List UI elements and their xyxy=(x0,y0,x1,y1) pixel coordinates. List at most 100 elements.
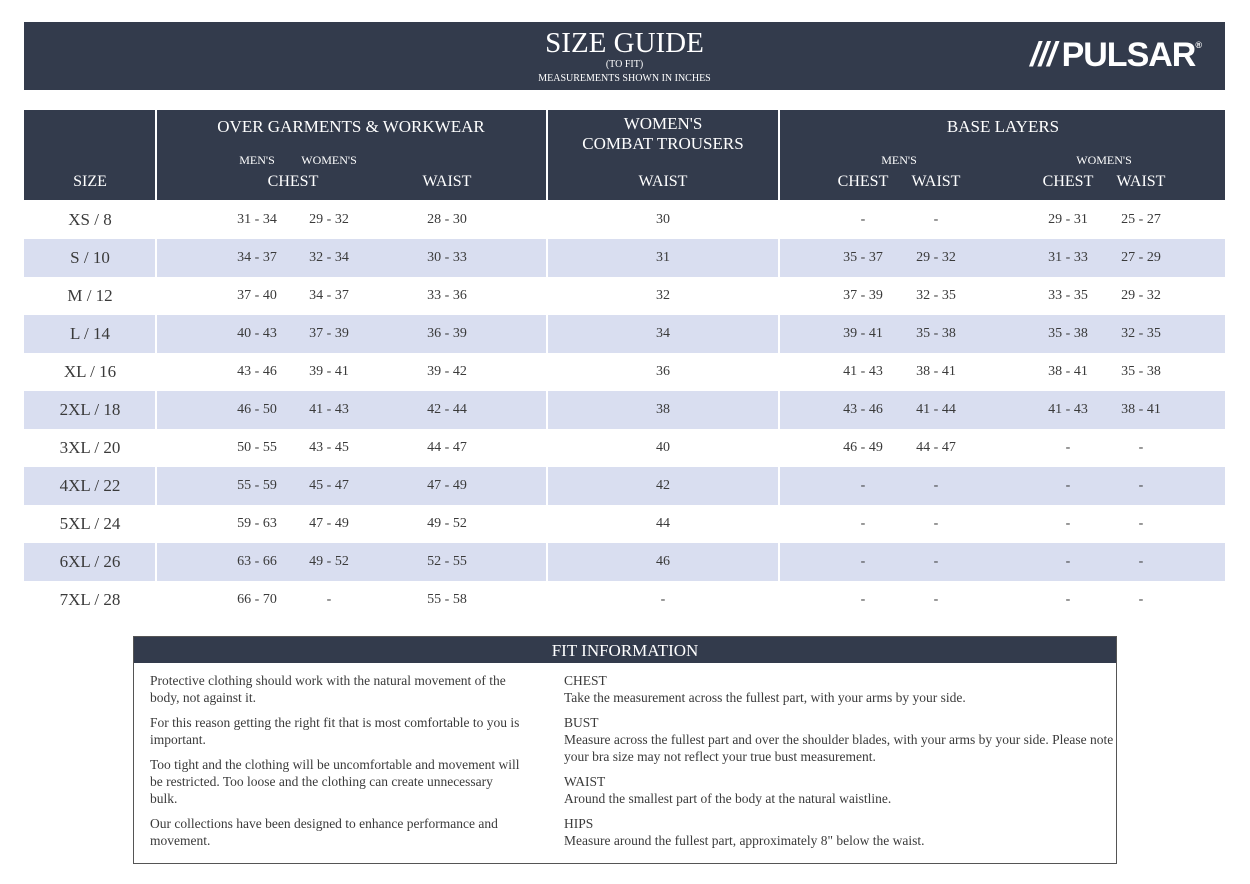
cell-size: 7XL / 28 xyxy=(59,590,121,609)
cell-og-waist: 49 - 52 xyxy=(427,516,467,531)
cell-bl-mens-waist: 35 - 38 xyxy=(916,326,956,341)
cell-combat-waist: 42 xyxy=(656,478,670,493)
col-combat-waist: WAIST xyxy=(638,173,688,190)
row-group xyxy=(24,315,155,353)
cell-bl-mens-chest: - xyxy=(860,554,866,569)
cell-bl-mens-chest: 37 - 39 xyxy=(843,288,883,303)
cell-bl-womens-chest: 35 - 38 xyxy=(1048,326,1088,341)
cell-bl-mens-waist: 32 - 35 xyxy=(916,288,956,303)
col-chest: CHEST xyxy=(267,173,319,190)
cell-bl-womens-chest: - xyxy=(1065,592,1071,607)
cell-og-womens-chest: 41 - 43 xyxy=(309,402,349,417)
row-group xyxy=(157,467,546,505)
row-group xyxy=(780,467,1225,505)
cell-og-waist: 55 - 58 xyxy=(427,592,467,607)
cell-og-mens-chest: 66 - 70 xyxy=(237,592,277,607)
cell-bl-womens-chest: 41 - 43 xyxy=(1048,402,1088,417)
row-group xyxy=(24,239,155,277)
cell-og-mens-chest: 40 - 43 xyxy=(237,326,277,341)
units-note: MEASUREMENTS SHOWN IN INCHES xyxy=(538,73,711,84)
cell-og-waist: 39 - 42 xyxy=(427,364,467,379)
cell-bl-womens-chest: 38 - 41 xyxy=(1048,364,1088,379)
page-title: SIZE GUIDE xyxy=(545,27,704,59)
cell-bl-womens-waist: 27 - 29 xyxy=(1121,250,1161,265)
row-group xyxy=(780,315,1225,353)
cell-bl-womens-chest: - xyxy=(1065,554,1071,569)
cell-bl-mens-chest: 43 - 46 xyxy=(843,402,883,417)
table-row: XL / 16 43 - 46 39 - 41 39 - 42 36 41 - 43 38 … xyxy=(24,353,1225,391)
table-row: S / 10 34 - 37 32 - 34 30 - 33 31 35 - 37 29 -… xyxy=(24,239,1225,277)
measure-chest: CHEST Take the measurement across the ful… xyxy=(564,672,1124,706)
cell-bl-mens-waist: - xyxy=(933,592,939,607)
cell-bl-mens-waist: - xyxy=(933,554,939,569)
cell-bl-mens-waist: 38 - 41 xyxy=(916,364,956,379)
cell-combat-waist: 31 xyxy=(656,250,670,265)
measure-hips: HIPS Measure around the fullest part, app… xyxy=(564,815,1124,849)
cell-combat-waist: 30 xyxy=(656,212,670,227)
table-header: SIZE OVER GARMENTS & WORKWEAR MEN'S WOME… xyxy=(24,110,1225,200)
cell-bl-womens-chest: 33 - 35 xyxy=(1048,288,1088,303)
cell-bl-womens-waist: 35 - 38 xyxy=(1121,364,1161,379)
row-group xyxy=(548,239,778,277)
table-row: M / 12 37 - 40 34 - 37 33 - 36 32 37 - 39 32 -… xyxy=(24,277,1225,315)
measure-label: BUST xyxy=(564,715,599,730)
label-mens: MEN'S xyxy=(881,153,917,167)
table-row: 6XL / 26 63 - 66 49 - 52 52 - 55 46 - - - - xyxy=(24,543,1225,581)
cell-bl-mens-chest: - xyxy=(860,478,866,493)
cell-bl-mens-chest: - xyxy=(860,212,866,227)
cell-bl-mens-waist: 44 - 47 xyxy=(916,440,956,455)
cell-bl-mens-waist: - xyxy=(933,516,939,531)
cell-og-womens-chest: 39 - 41 xyxy=(309,364,349,379)
fit-paragraph: For this reason getting the right fit th… xyxy=(150,715,520,747)
fit-paragraph: Too tight and the clothing will be uncom… xyxy=(150,757,520,806)
cell-bl-womens-chest: - xyxy=(1065,440,1071,455)
group-combat-line2: COMBAT TROUSERS xyxy=(582,134,744,153)
cell-bl-womens-waist: - xyxy=(1138,592,1144,607)
measure-text: Around the smallest part of the body at … xyxy=(564,791,892,806)
cell-og-waist: 33 - 36 xyxy=(427,288,467,303)
cell-og-womens-chest: 34 - 37 xyxy=(309,288,349,303)
cell-combat-waist: - xyxy=(660,592,666,607)
cell-og-waist: 42 - 44 xyxy=(427,402,467,417)
cell-combat-waist: 36 xyxy=(656,364,670,379)
row-group xyxy=(157,277,546,315)
cell-og-womens-chest: - xyxy=(326,592,332,607)
table-row: L / 14 40 - 43 37 - 39 36 - 39 34 39 - 41 35 -… xyxy=(24,315,1225,353)
col-bl-womens-waist: WAIST xyxy=(1116,173,1166,190)
cell-bl-mens-chest: - xyxy=(860,592,866,607)
measure-label: CHEST xyxy=(564,673,607,688)
cell-og-womens-chest: 49 - 52 xyxy=(309,554,349,569)
cell-bl-womens-waist: 32 - 35 xyxy=(1121,326,1161,341)
table-row: 5XL / 24 59 - 63 47 - 49 49 - 52 44 - - - - xyxy=(24,505,1225,543)
table-row: 4XL / 22 55 - 59 45 - 47 47 - 49 42 - - - - xyxy=(24,467,1225,505)
col-bl-womens-chest: CHEST xyxy=(1042,173,1094,190)
cell-bl-womens-waist: - xyxy=(1138,554,1144,569)
cell-size: 4XL / 22 xyxy=(59,476,121,495)
cell-og-mens-chest: 50 - 55 xyxy=(237,440,277,455)
cell-og-mens-chest: 63 - 66 xyxy=(237,554,277,569)
cell-bl-womens-waist: - xyxy=(1138,478,1144,493)
cell-og-mens-chest: 59 - 63 xyxy=(237,516,277,531)
subtitle: (TO FIT) xyxy=(605,59,644,70)
row-group xyxy=(157,429,546,467)
row-group xyxy=(24,543,155,581)
cell-bl-womens-chest: - xyxy=(1065,516,1071,531)
cell-combat-waist: 34 xyxy=(656,326,670,341)
group-over-garments: OVER GARMENTS & WORKWEAR xyxy=(217,117,485,136)
cell-bl-mens-chest: 35 - 37 xyxy=(843,250,883,265)
measure-label: HIPS xyxy=(564,816,594,831)
cell-bl-womens-waist: 25 - 27 xyxy=(1121,212,1161,227)
brand-logo: ///PULSAR® xyxy=(1030,36,1202,74)
cell-bl-womens-waist: 29 - 32 xyxy=(1121,288,1161,303)
measure-text: Measure around the fullest part, approxi… xyxy=(564,833,925,848)
cell-bl-mens-waist: 29 - 32 xyxy=(916,250,956,265)
cell-bl-mens-chest: 46 - 49 xyxy=(843,440,883,455)
cell-bl-womens-chest: - xyxy=(1065,478,1071,493)
fit-paragraph: Our collections have been designed to en… xyxy=(150,816,498,848)
measure-waist: WAIST Around the smallest part of the bod… xyxy=(564,773,1124,807)
row-group xyxy=(157,543,546,581)
cell-combat-waist: 40 xyxy=(656,440,670,455)
row-group xyxy=(548,315,778,353)
cell-bl-mens-waist: 41 - 44 xyxy=(916,402,956,417)
row-group xyxy=(548,467,778,505)
